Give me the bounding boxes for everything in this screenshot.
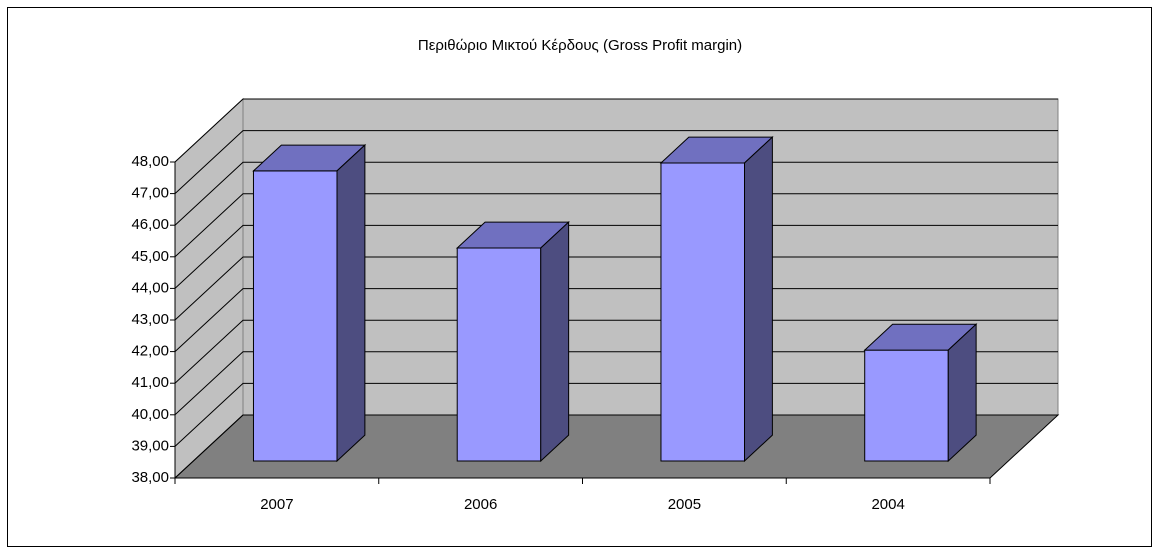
grid-line [174,161,1058,226]
y-tick-label: 41,00 [131,374,169,391]
grid-line [174,319,1058,384]
grid-line [174,98,1058,163]
x-tick-label: 2007 [260,496,293,513]
bar-front [660,162,746,462]
x-tick-label: 2006 [464,496,497,513]
grid-line [174,130,1058,194]
grid-line [174,256,1058,321]
bar-side [947,323,977,463]
y-tick-label: 45,00 [131,248,169,265]
y-tick-label: 39,00 [131,437,169,454]
grid-line [174,382,1058,447]
chart-title: Περιθώριο Μικτού Κέρδους (Gross Profit m… [418,37,742,54]
grid-line [174,414,1058,479]
y-tick-label: 48,00 [131,153,169,170]
bar [659,136,774,463]
y-tick-label: 46,00 [131,216,169,233]
bar-side [540,221,570,463]
bar-side [336,143,366,463]
grid-line [174,288,1058,352]
x-tick-label: 2005 [668,496,701,513]
y-tick-label: 40,00 [131,406,169,423]
y-tick-label: 43,00 [131,311,169,328]
bar [863,323,978,463]
grid-line [174,351,1058,416]
y-tick-label: 42,00 [131,343,169,360]
grid-line [174,224,1058,289]
grid-line [174,193,1058,258]
bar-front [456,247,542,462]
bar-side [744,136,773,463]
bar [252,143,367,463]
x-tick-label: 2004 [871,496,904,513]
y-tick-label: 47,00 [131,185,169,202]
y-tick-label: 44,00 [131,279,169,296]
bar [455,221,570,463]
bar-front [252,170,338,462]
bar-front [864,349,949,462]
y-tick-label: 38,00 [131,469,169,486]
